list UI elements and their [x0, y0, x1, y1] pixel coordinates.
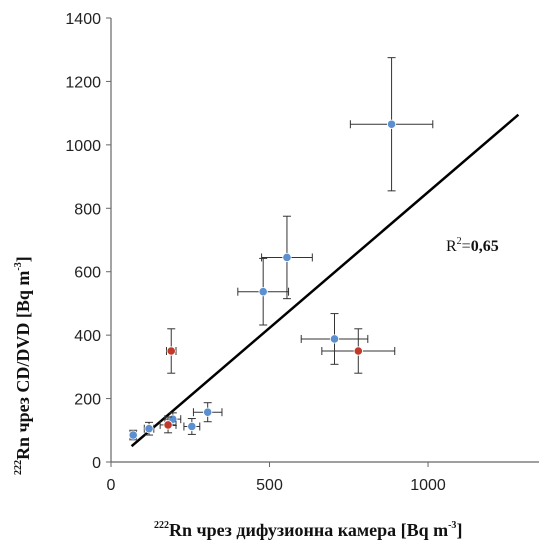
data-point-red — [159, 416, 177, 434]
marker — [203, 407, 213, 417]
trendline — [130, 113, 520, 448]
marker — [258, 287, 268, 297]
y-tick-label: 1000 — [65, 138, 101, 155]
marker — [128, 430, 138, 440]
y-axis-title: 222Rn чрез CD/DVD [Bq m-3] — [13, 256, 33, 475]
marker — [163, 420, 173, 430]
marker — [166, 346, 176, 356]
data-point-blue — [143, 421, 155, 436]
data-point-blue — [192, 402, 223, 423]
x-tick-label: 500 — [256, 477, 283, 494]
marker — [144, 424, 154, 434]
y-tick-label: 600 — [74, 265, 101, 282]
trendline-group — [130, 113, 520, 448]
y-tick-label: 1200 — [65, 74, 101, 91]
data-point-red — [165, 328, 177, 374]
data-points — [128, 57, 434, 441]
x-tick-label: 1000 — [410, 477, 446, 494]
y-tick-label: 800 — [74, 201, 101, 218]
y-tick-label: 0 — [92, 455, 101, 472]
tick-labels: 0 200 400 600 800 1000 1200 1400 0 500 1000 — [65, 11, 446, 494]
x-axis-title: 222Rn чрез дифузионна камера [Bq m-3] — [154, 520, 462, 540]
data-point-blue — [261, 215, 313, 300]
marker — [353, 346, 363, 356]
y-tick-label: 1400 — [65, 11, 101, 28]
data-point-blue — [128, 429, 138, 441]
data-point-blue — [300, 313, 369, 365]
data-point-blue — [349, 57, 434, 192]
marker — [282, 252, 292, 263]
y-tick-label: 200 — [74, 392, 101, 409]
marker — [187, 421, 197, 432]
axes — [106, 17, 539, 467]
marker — [329, 334, 340, 344]
data-point-blue — [237, 257, 290, 326]
data-point-blue — [183, 418, 201, 435]
marker — [386, 119, 397, 129]
r-squared-annotation: R2=0,65 — [446, 236, 499, 255]
data-point-red — [321, 328, 396, 374]
y-tick-label: 400 — [74, 328, 101, 345]
x-tick-label: 0 — [107, 477, 116, 494]
